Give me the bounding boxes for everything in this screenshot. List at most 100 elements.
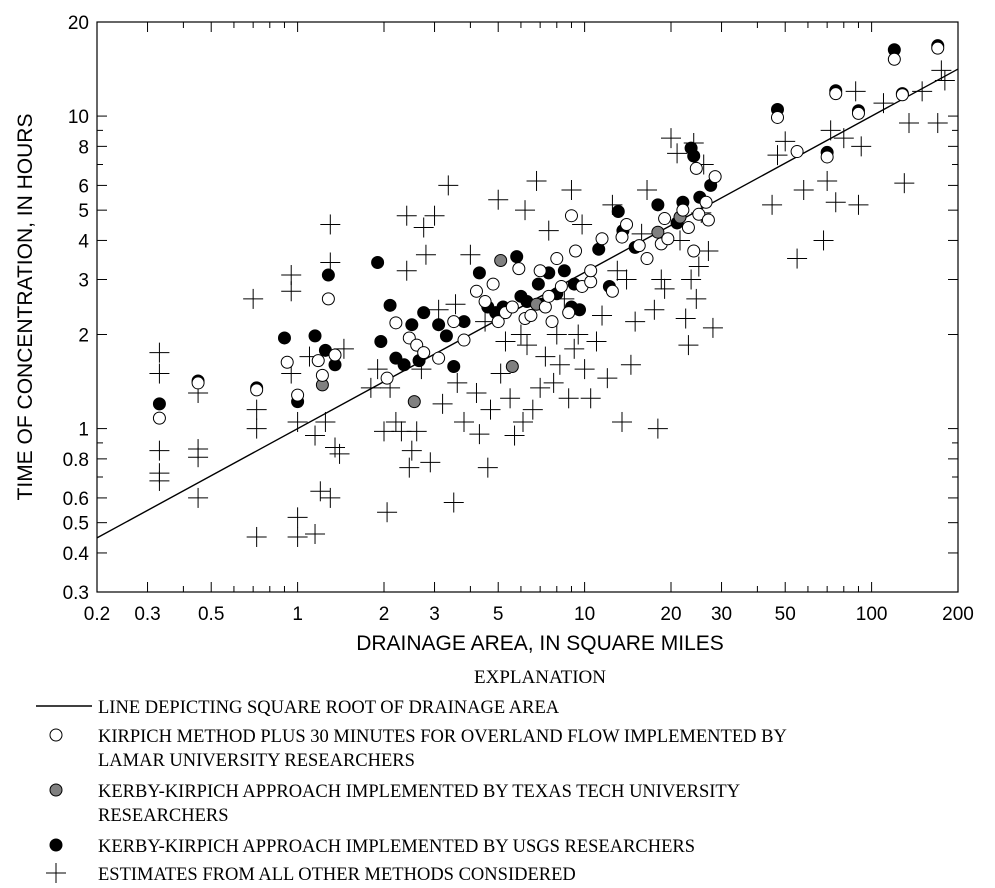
plus-point — [320, 487, 341, 508]
legend-label: RESEARCHERS — [98, 806, 229, 826]
open-circle-point — [328, 348, 342, 362]
plus-point — [597, 368, 618, 389]
open-circle-point — [545, 315, 559, 329]
open-circle-point — [538, 300, 552, 314]
plus-point — [637, 180, 658, 201]
open-circle-point — [432, 351, 446, 365]
x-tick-label: 20 — [660, 604, 681, 625]
plus-point — [845, 81, 866, 102]
plus-point — [424, 205, 445, 226]
plus-point — [360, 377, 381, 398]
plus-point — [543, 372, 564, 393]
open-circle-point — [491, 315, 505, 329]
x-tick-label: 1 — [292, 604, 303, 625]
y-tick-label: 0.5 — [63, 514, 89, 535]
y-tick-label: 10 — [68, 107, 89, 128]
plus-point — [385, 411, 406, 432]
plus-point — [678, 335, 699, 356]
plus-point — [625, 311, 646, 332]
plus-point — [399, 457, 420, 478]
open-circle-point — [676, 203, 690, 217]
plus-point — [793, 180, 814, 201]
legend-label: KIRPICH METHOD PLUS 30 MINUTES FOR OVERL… — [98, 727, 787, 747]
plus-point — [281, 281, 302, 302]
plus-point — [535, 346, 556, 367]
open-circle-point — [478, 295, 492, 309]
open-circle-point — [486, 277, 500, 291]
legend-black-circle-symbol — [49, 838, 63, 852]
plus-point — [688, 256, 709, 277]
plus-point — [149, 342, 170, 363]
plus-point — [762, 194, 783, 215]
plus-point — [912, 81, 933, 102]
plus-point — [188, 487, 209, 508]
legend-label: LAMAR UNIVERSITY RESEARCHERS — [98, 751, 415, 771]
plus-point — [445, 294, 466, 315]
plus-point — [833, 128, 854, 149]
plus-point — [568, 324, 589, 345]
plus-point — [927, 113, 948, 134]
black-circle-point — [557, 264, 571, 278]
black-circle-point — [374, 334, 388, 348]
plus-point — [526, 170, 547, 191]
plus-point — [767, 145, 788, 166]
black-circle-point — [308, 329, 322, 343]
x-tick-label: 2 — [379, 604, 390, 625]
open-circle-point — [564, 209, 578, 223]
open-circle-point — [584, 275, 598, 289]
plus-point — [681, 269, 702, 290]
plus-point — [325, 437, 346, 458]
plus-point — [580, 388, 601, 409]
open-circle-point — [569, 244, 583, 258]
plus-point — [438, 175, 459, 196]
legend-title: EXPLANATION — [474, 667, 606, 688]
plus-point — [315, 411, 336, 432]
plus-point — [654, 278, 675, 299]
open-circle-point — [280, 355, 294, 369]
plus-point — [813, 230, 834, 251]
plus-point — [447, 372, 468, 393]
open-circle-point — [554, 279, 568, 293]
open-circle-point — [632, 239, 646, 253]
open-circle-point — [389, 316, 403, 330]
legend: EXPLANATION LINE DEPICTING SQUARE ROOT O… — [36, 667, 787, 885]
plus-point — [931, 60, 952, 81]
black-circle-point — [531, 277, 545, 291]
gray-circle-point — [407, 395, 421, 409]
plus-point — [512, 411, 533, 432]
plus-point — [401, 440, 422, 461]
black-circle-point — [405, 318, 419, 332]
open-circle-point — [550, 252, 564, 266]
black-circle-point — [447, 360, 461, 374]
plus-point — [574, 359, 595, 380]
open-circle-point — [250, 383, 264, 397]
plus-point — [420, 452, 441, 473]
y-tick-label: 1 — [78, 420, 89, 441]
y-tick-label: 4 — [78, 231, 89, 252]
open-circle-point — [533, 264, 547, 278]
plus-point — [546, 324, 567, 345]
plus-point — [287, 526, 308, 547]
plus-point — [460, 244, 481, 265]
plus-point — [572, 214, 593, 235]
black-circle-point — [514, 289, 528, 303]
open-circle-point — [895, 88, 909, 102]
x-tick-label: 10 — [574, 604, 595, 625]
plus-point — [934, 70, 955, 91]
open-circle-point — [689, 161, 703, 175]
x-tick-label: 3 — [429, 604, 440, 625]
plus-point — [480, 399, 501, 420]
plus-point — [549, 354, 570, 375]
y-tick-label: 8 — [78, 137, 89, 158]
open-circle-point — [615, 230, 629, 244]
plus-point — [775, 131, 796, 152]
plus-point — [873, 93, 894, 114]
plus-point — [817, 170, 838, 191]
black-circle-point — [611, 205, 625, 219]
open-circle-point — [820, 150, 834, 164]
plus-point — [894, 173, 915, 194]
plus-point — [538, 220, 559, 241]
black-circle-point — [383, 298, 397, 312]
legend-items: LINE DEPICTING SQUARE ROOT OF DRAINAGE A… — [36, 698, 787, 885]
gray-circle-markers — [315, 210, 687, 409]
